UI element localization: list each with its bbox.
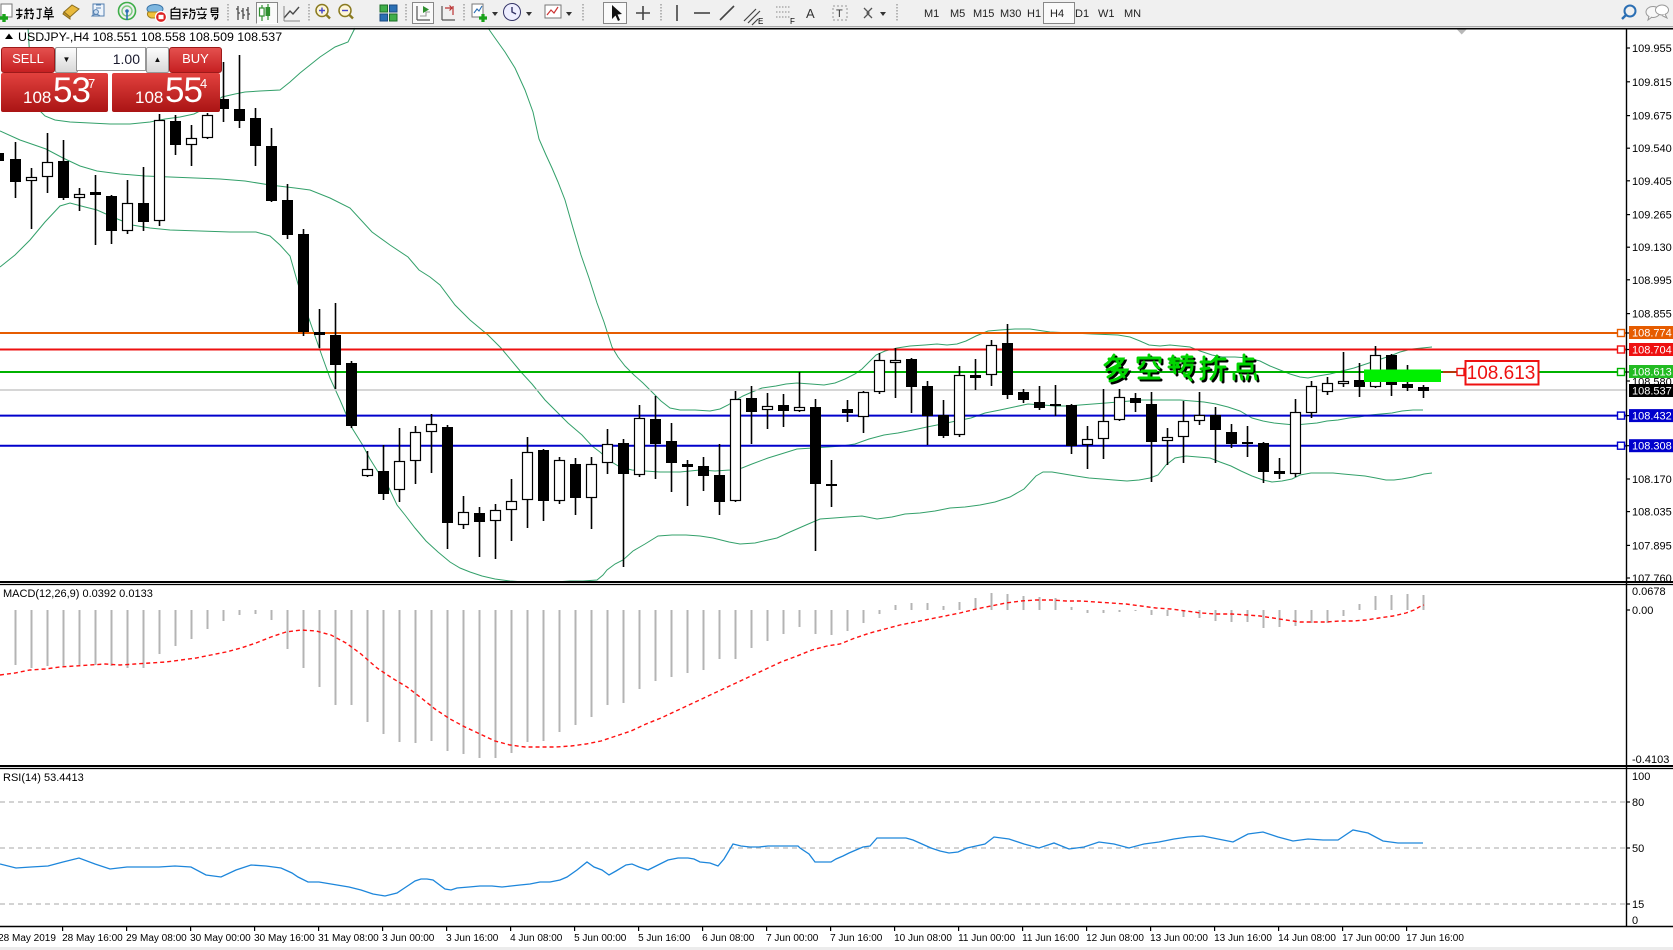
- svg-text:30 May 16:00: 30 May 16:00: [254, 933, 315, 944]
- svg-text:13 Jun 00:00: 13 Jun 00:00: [1150, 933, 1208, 944]
- svg-text:11 Jun 00:00: 11 Jun 00:00: [958, 933, 1016, 944]
- svg-text:11 Jun 16:00: 11 Jun 16:00: [1022, 933, 1080, 944]
- svg-text:5 Jun 00:00: 5 Jun 00:00: [574, 933, 627, 944]
- svg-text:D1: D1: [1075, 8, 1089, 20]
- svg-text:13 Jun 16:00: 13 Jun 16:00: [1214, 933, 1272, 944]
- svg-text:0.0678: 0.0678: [1632, 586, 1666, 598]
- svg-text:M15: M15: [973, 8, 994, 20]
- svg-text:109.405: 109.405: [1632, 176, 1672, 188]
- svg-text:108.432: 108.432: [1632, 411, 1672, 423]
- svg-text:108.774: 108.774: [1632, 328, 1672, 340]
- svg-text:108.170: 108.170: [1632, 474, 1672, 486]
- svg-text:108.613: 108.613: [1632, 367, 1672, 379]
- svg-text:3 Jun 00:00: 3 Jun 00:00: [382, 933, 435, 944]
- svg-text:12 Jun 08:00: 12 Jun 08:00: [1086, 933, 1144, 944]
- svg-text:RSI(14) 53.4413: RSI(14) 53.4413: [3, 772, 84, 784]
- svg-text:7 Jun 16:00: 7 Jun 16:00: [830, 933, 883, 944]
- svg-text:W1: W1: [1098, 8, 1115, 20]
- svg-text:T: T: [836, 8, 843, 20]
- svg-text:H4: H4: [1050, 8, 1064, 20]
- svg-text:108.035: 108.035: [1632, 507, 1672, 519]
- svg-text:109.955: 109.955: [1632, 43, 1672, 55]
- svg-text:4 Jun 08:00: 4 Jun 08:00: [510, 933, 563, 944]
- svg-text:109.265: 109.265: [1632, 210, 1672, 222]
- svg-text:108.537: 108.537: [1632, 386, 1672, 398]
- svg-text:0.00: 0.00: [1632, 605, 1653, 617]
- svg-text:14 Jun 08:00: 14 Jun 08:00: [1278, 933, 1336, 944]
- svg-text:5 Jun 16:00: 5 Jun 16:00: [638, 933, 691, 944]
- svg-text:17 Jun 00:00: 17 Jun 00:00: [1342, 933, 1400, 944]
- svg-text:6 Jun 08:00: 6 Jun 08:00: [702, 933, 755, 944]
- svg-text:108.613: 108.613: [1467, 363, 1536, 384]
- svg-text:29 May 08:00: 29 May 08:00: [126, 933, 187, 944]
- svg-text:7 Jun 00:00: 7 Jun 00:00: [766, 933, 819, 944]
- svg-text:30 May 00:00: 30 May 00:00: [190, 933, 251, 944]
- svg-text:H1: H1: [1027, 8, 1041, 20]
- svg-text:A: A: [806, 6, 815, 21]
- svg-text:31 May 08:00: 31 May 08:00: [318, 933, 379, 944]
- svg-text:M1: M1: [924, 8, 939, 20]
- svg-text:108.855: 108.855: [1632, 309, 1672, 321]
- svg-text:80: 80: [1632, 797, 1644, 809]
- svg-text:10 Jun 08:00: 10 Jun 08:00: [894, 933, 952, 944]
- svg-text:17 Jun 16:00: 17 Jun 16:00: [1406, 933, 1464, 944]
- svg-text:108.995: 108.995: [1632, 275, 1672, 287]
- svg-text:109.815: 109.815: [1632, 77, 1672, 89]
- svg-text:109.675: 109.675: [1632, 111, 1672, 123]
- svg-text:28 May 16:00: 28 May 16:00: [62, 933, 123, 944]
- svg-text:USDJPY-,H4 108.551 108.558 10: USDJPY-,H4 108.551 108.558 108.509 108.5…: [18, 30, 282, 44]
- svg-text:107.760: 107.760: [1632, 573, 1672, 585]
- svg-text:109.540: 109.540: [1632, 143, 1672, 155]
- svg-text:0: 0: [1632, 915, 1638, 927]
- svg-text:108.704: 108.704: [1632, 345, 1672, 357]
- svg-text:3 Jun 16:00: 3 Jun 16:00: [446, 933, 499, 944]
- svg-text:E: E: [758, 17, 763, 26]
- svg-text:50: 50: [1632, 843, 1644, 855]
- svg-text:MN: MN: [1124, 8, 1141, 20]
- svg-text:108.308: 108.308: [1632, 441, 1672, 453]
- svg-text:MACD(12,26,9) 0.0392 0.0133: MACD(12,26,9) 0.0392 0.0133: [3, 588, 153, 600]
- svg-text:100: 100: [1632, 771, 1650, 783]
- svg-text:28 May 2019: 28 May 2019: [0, 933, 56, 944]
- svg-text:15: 15: [1632, 899, 1644, 911]
- svg-text:107.895: 107.895: [1632, 540, 1672, 552]
- svg-text:109.130: 109.130: [1632, 242, 1672, 254]
- svg-text:M30: M30: [1000, 8, 1021, 20]
- svg-text:M5: M5: [950, 8, 965, 20]
- svg-text:-0.4103: -0.4103: [1632, 754, 1669, 766]
- svg-text:F: F: [790, 17, 795, 26]
